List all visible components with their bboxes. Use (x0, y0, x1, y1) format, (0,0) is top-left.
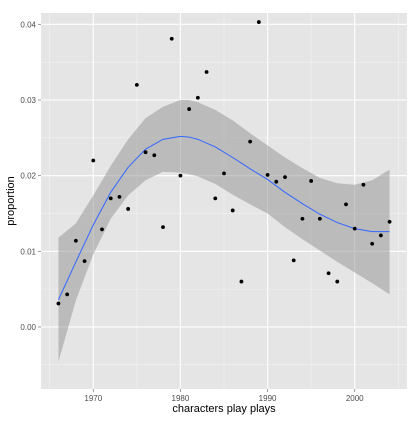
y-tick-label: 0.02 (20, 172, 36, 181)
y-tick-label: 0.03 (20, 96, 36, 105)
x-axis-title: characters play plays (172, 403, 276, 415)
data-point (100, 227, 104, 232)
data-point (222, 171, 226, 176)
data-point (335, 279, 340, 284)
data-point (73, 238, 78, 243)
data-point (195, 95, 200, 100)
data-point (178, 173, 183, 178)
data-point (143, 150, 148, 155)
data-point (169, 36, 174, 41)
data-point (265, 172, 270, 177)
y-tick-label: 0.01 (20, 247, 36, 256)
data-point (317, 216, 322, 221)
data-point (283, 175, 287, 180)
y-tick-label: 0.00 (20, 323, 36, 332)
data-point (344, 202, 348, 207)
data-point (387, 219, 392, 224)
confidence-band (58, 100, 390, 362)
data-point (213, 196, 218, 201)
y-axis-title: proportion (5, 176, 17, 226)
data-point (256, 20, 261, 24)
data-point (326, 271, 331, 276)
x-axis-ticks: 1970 1980 1990 2000 (84, 389, 364, 403)
data-point (108, 196, 113, 201)
data-point (274, 179, 279, 184)
x-tick-label: 1980 (172, 394, 190, 403)
y-axis-ticks: 0.00 0.01 0.02 0.03 0.04 (20, 20, 41, 332)
data-point (152, 153, 157, 158)
data-point (82, 259, 87, 264)
data-point (370, 241, 375, 246)
data-point (230, 208, 235, 213)
data-point (239, 279, 244, 284)
data-point (248, 139, 253, 144)
data-point (65, 292, 70, 297)
data-point (204, 70, 209, 74)
data-point (56, 301, 61, 306)
data-point (134, 82, 139, 87)
data-point (309, 179, 314, 183)
data-point (161, 225, 165, 230)
y-tick-label: 0.04 (20, 20, 36, 29)
x-tick-label: 1990 (259, 394, 277, 403)
data-point (117, 194, 122, 199)
x-tick-label: 2000 (346, 394, 364, 403)
data-point (300, 216, 305, 221)
x-tick-label: 1970 (84, 394, 102, 403)
data-point (378, 233, 383, 238)
data-point (361, 182, 366, 187)
data-point (126, 207, 131, 211)
data-points (56, 20, 392, 306)
data-point (352, 226, 357, 231)
data-point (291, 258, 296, 263)
data-point (187, 107, 192, 111)
smooth-line (57, 135, 390, 300)
data-point (91, 158, 96, 163)
